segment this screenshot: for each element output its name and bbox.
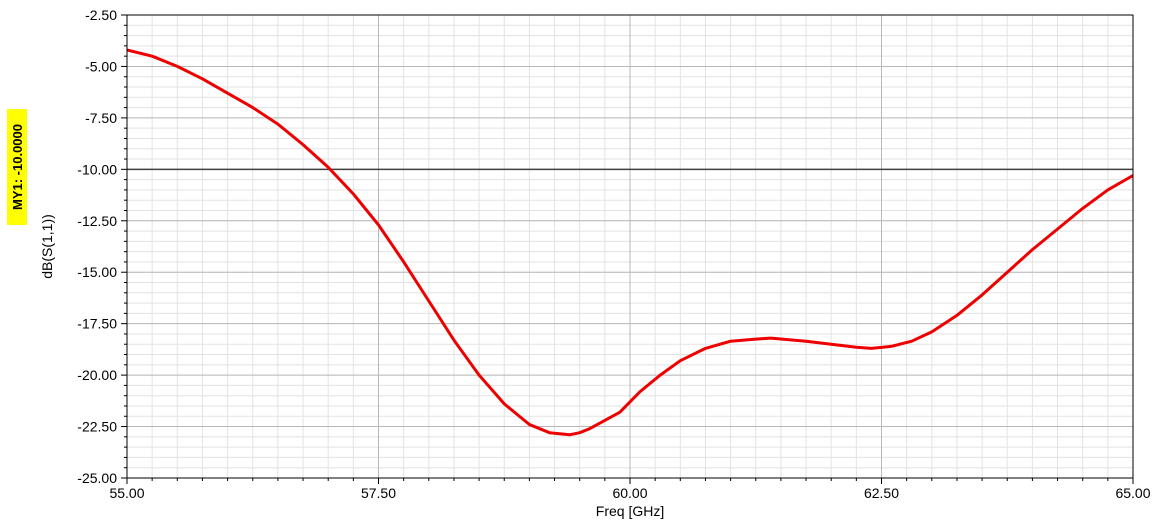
y-tick-label: -7.50 [85,110,117,126]
x-tick-label: 62.50 [864,485,899,501]
axis-ticks [121,14,1134,484]
y-tick-label: -17.50 [77,316,117,332]
x-tick-label: 57.50 [361,485,396,501]
marker-badge[interactable]: MY1: -10.0000 [7,109,27,225]
y-axis-label: dB(S(1,1)) [39,214,55,279]
y-tick-label: -15.00 [77,264,117,280]
x-tick-labels: 55.00 57.50 60.00 62.50 65.00 [109,485,1150,501]
x-tick-label: 55.00 [109,485,144,501]
plot-frame [126,14,1134,479]
y-tick-label: -10.00 [77,161,117,177]
y-tick-label: -20.00 [77,367,117,383]
x-axis-label: Freq [GHz] [596,503,664,519]
marker-badge-background [7,109,27,225]
y-tick-label: -22.50 [77,419,117,435]
s11-curve [126,48,1134,437]
x-tick-label: 65.00 [1115,485,1150,501]
y-tick-label: -25.00 [77,470,117,486]
x-tick-label: 60.00 [612,485,647,501]
y-tick-label: -2.50 [85,7,117,23]
y-tick-label: -12.50 [77,213,117,229]
y-tick-label: -5.00 [85,58,117,74]
marker-label: MY1: -10.0000 [10,124,25,210]
y-tick-labels: -2.50 -5.00 -7.50 -10.00 -12.50 -15.00 -17.50 -… [77,7,117,486]
